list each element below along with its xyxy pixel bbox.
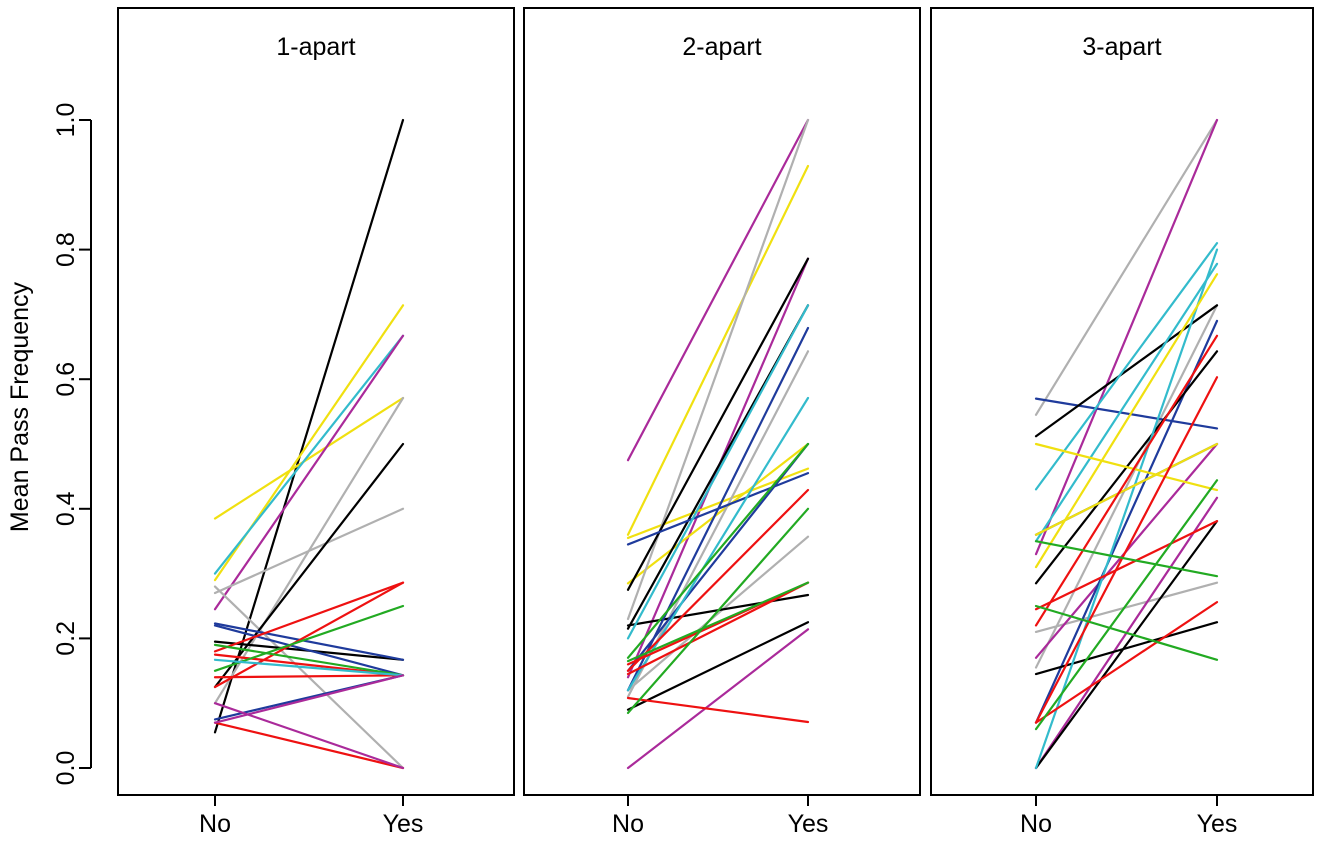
y-ticks: 0.0 0.2 0.4 0.6 0.8 1.0	[52, 103, 91, 786]
series-line	[1034, 479, 1219, 731]
series-line	[1034, 248, 1219, 770]
series-line	[1034, 262, 1219, 543]
series-line	[626, 304, 810, 640]
series-line	[213, 721, 405, 770]
series-line	[213, 396, 405, 520]
series-line	[626, 621, 810, 711]
panel-lines	[1034, 118, 1219, 770]
series-line	[213, 643, 405, 677]
series-line	[213, 334, 405, 575]
x-tick-label: No	[612, 810, 644, 838]
series-line	[626, 442, 810, 672]
series-line	[1034, 304, 1219, 438]
series-line	[626, 118, 810, 462]
x-tick-label: Yes	[1197, 810, 1238, 838]
panel-1: 1-apart No Yes	[117, 7, 515, 838]
series-line	[1034, 273, 1219, 569]
series-line	[1034, 540, 1219, 578]
series-line	[213, 334, 405, 611]
x-tick-label: Yes	[788, 810, 829, 838]
x-axis: No Yes	[612, 794, 829, 838]
y-tick-label: 0.4	[52, 491, 80, 526]
x-axis: No Yes	[1020, 794, 1238, 838]
series-line	[626, 628, 810, 770]
series-line	[1034, 376, 1219, 724]
series-line	[213, 622, 405, 661]
series-line	[1034, 442, 1219, 536]
series-line	[1034, 604, 1219, 661]
series-line	[1034, 319, 1219, 724]
panel-title: 3-apart	[1082, 33, 1161, 61]
panel-frame	[523, 7, 921, 796]
series-line	[1034, 304, 1219, 669]
series-line	[626, 442, 810, 585]
y-axis-label: Mean Pass Frequency	[6, 281, 34, 532]
y-axis: 0.0 0.2 0.4 0.6 0.8 1.0	[52, 103, 92, 786]
series-line	[626, 326, 810, 692]
panel-title: 2-apart	[682, 33, 761, 61]
y-tick-label: 0.0	[52, 751, 80, 786]
series-line	[213, 702, 405, 770]
series-line	[626, 696, 810, 724]
series-line	[213, 624, 405, 677]
series-line	[213, 604, 405, 672]
panel-lines	[213, 118, 405, 770]
series-line	[213, 674, 405, 679]
series-line	[1034, 118, 1219, 556]
series-line	[1034, 118, 1219, 416]
series-line	[626, 535, 810, 692]
series-line	[626, 581, 810, 676]
series-line	[213, 396, 405, 705]
panel-2: 2-apart No Yes	[523, 7, 921, 838]
panel-frame	[930, 7, 1314, 796]
series-line	[1034, 601, 1219, 724]
x-tick-label: No	[199, 810, 231, 838]
series-line	[626, 442, 810, 659]
series-line	[1034, 520, 1219, 770]
series-line	[213, 674, 405, 724]
series-line	[1034, 334, 1219, 627]
x-tick-label: Yes	[383, 810, 424, 838]
series-line	[213, 581, 405, 653]
x-axis: No Yes	[199, 794, 424, 838]
series-line	[626, 488, 810, 672]
series-line	[213, 581, 405, 689]
series-line	[213, 658, 405, 677]
series-line	[1034, 621, 1219, 676]
series-line	[1034, 520, 1219, 611]
series-line	[626, 581, 810, 663]
series-line	[626, 507, 810, 715]
x-tick-label: No	[1020, 810, 1052, 838]
panel-lines	[626, 118, 810, 770]
series-line	[1034, 442, 1219, 492]
y-tick-label: 1.0	[52, 103, 80, 138]
panel-3: 3-apart No Yes	[930, 7, 1314, 838]
series-line	[213, 442, 405, 689]
series-line	[1034, 397, 1219, 430]
y-tick-label: 0.6	[52, 362, 80, 397]
series-line	[1034, 242, 1219, 491]
panel-title: 1-apart	[276, 33, 355, 61]
y-tick-label: 0.2	[52, 621, 80, 656]
y-tick-label: 0.8	[52, 232, 80, 267]
series-line	[626, 164, 810, 536]
series-line	[626, 257, 810, 591]
